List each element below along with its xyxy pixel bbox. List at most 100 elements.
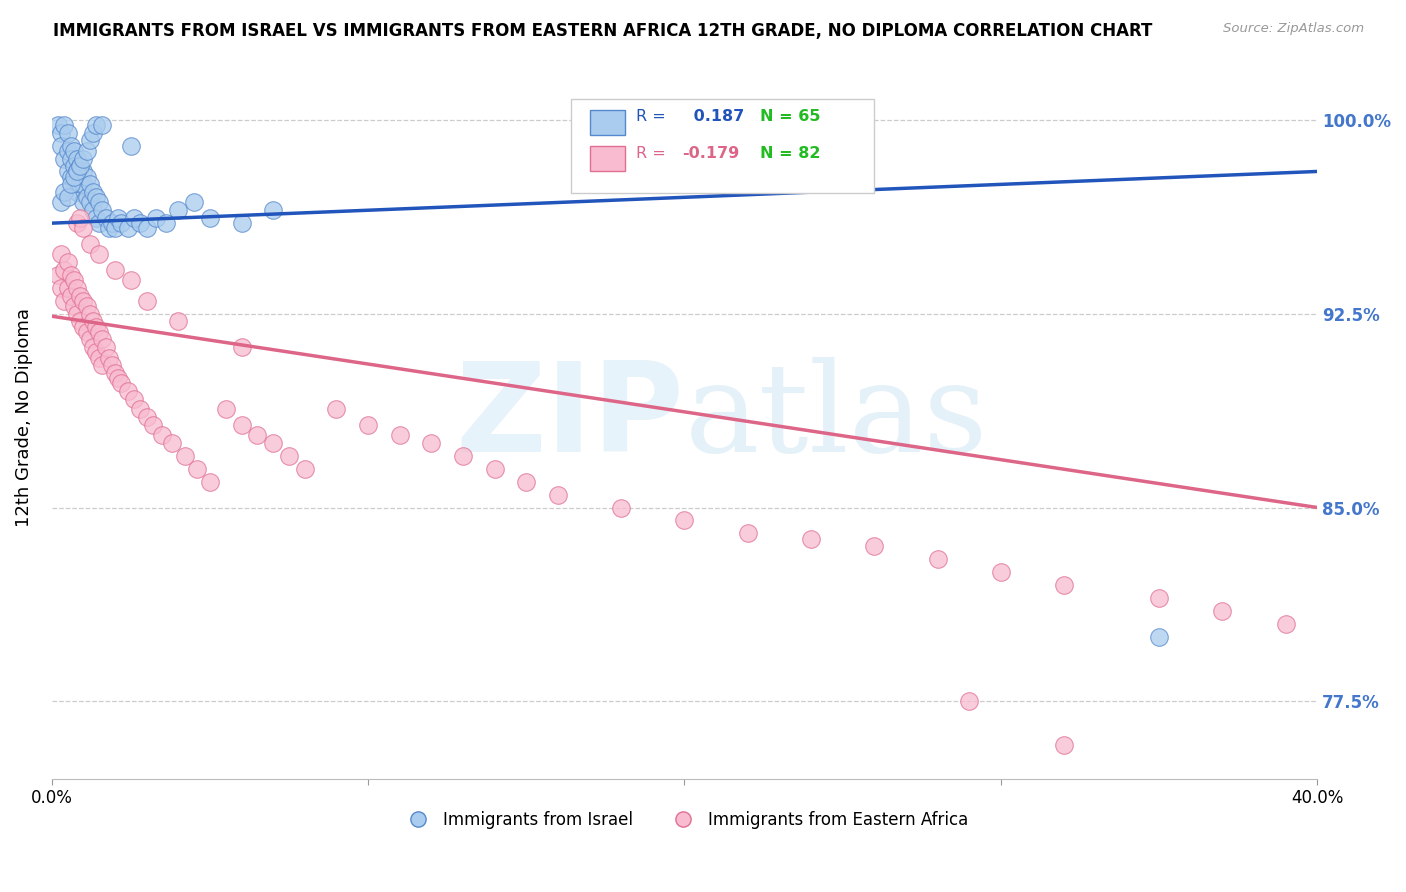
Point bbox=[59, 169, 82, 184]
Point bbox=[135, 293, 157, 308]
Point bbox=[1053, 578, 1076, 592]
Point bbox=[800, 532, 823, 546]
Point bbox=[66, 164, 89, 178]
Point bbox=[97, 221, 120, 235]
Text: N = 65: N = 65 bbox=[761, 110, 821, 124]
Point bbox=[56, 255, 79, 269]
Point bbox=[46, 118, 69, 132]
Point bbox=[129, 402, 152, 417]
Point bbox=[388, 428, 411, 442]
Point bbox=[89, 351, 111, 365]
Point bbox=[72, 293, 94, 308]
Point bbox=[91, 203, 114, 218]
Point bbox=[63, 159, 86, 173]
Point bbox=[420, 436, 443, 450]
Point bbox=[117, 384, 139, 399]
Point bbox=[167, 203, 190, 218]
Point bbox=[101, 216, 124, 230]
Point bbox=[84, 118, 107, 132]
Point bbox=[1147, 630, 1170, 644]
Point bbox=[66, 164, 89, 178]
Point bbox=[69, 159, 91, 173]
Point bbox=[122, 211, 145, 225]
Text: 0.187: 0.187 bbox=[689, 110, 745, 124]
Point bbox=[66, 216, 89, 230]
Point bbox=[129, 216, 152, 230]
Point bbox=[76, 325, 98, 339]
Point bbox=[72, 152, 94, 166]
Point bbox=[91, 359, 114, 373]
Point bbox=[484, 461, 506, 475]
Point bbox=[97, 351, 120, 365]
Point bbox=[231, 340, 253, 354]
Point bbox=[89, 216, 111, 230]
Point bbox=[56, 126, 79, 140]
Point bbox=[173, 449, 195, 463]
Point bbox=[91, 118, 114, 132]
Point bbox=[59, 178, 82, 192]
Point bbox=[515, 475, 537, 489]
Point bbox=[79, 178, 101, 192]
Point bbox=[94, 340, 117, 354]
Point bbox=[79, 236, 101, 251]
Point bbox=[69, 288, 91, 302]
Point bbox=[51, 195, 73, 210]
Point bbox=[294, 461, 316, 475]
Point bbox=[59, 152, 82, 166]
Point bbox=[53, 152, 76, 166]
Text: IMMIGRANTS FROM ISRAEL VS IMMIGRANTS FROM EASTERN AFRICA 12TH GRADE, NO DIPLOMA : IMMIGRANTS FROM ISRAEL VS IMMIGRANTS FRO… bbox=[53, 22, 1153, 40]
Point bbox=[107, 211, 129, 225]
Point bbox=[89, 325, 111, 339]
Point bbox=[104, 221, 127, 235]
Point bbox=[120, 273, 142, 287]
Point bbox=[79, 195, 101, 210]
Text: R =: R = bbox=[637, 145, 671, 161]
Point bbox=[53, 118, 76, 132]
Point bbox=[63, 144, 86, 158]
Point bbox=[72, 221, 94, 235]
Point bbox=[82, 203, 104, 218]
Point bbox=[56, 281, 79, 295]
FancyBboxPatch shape bbox=[571, 99, 875, 193]
Point bbox=[69, 211, 91, 225]
Point bbox=[53, 293, 76, 308]
Point bbox=[107, 371, 129, 385]
Point bbox=[104, 366, 127, 380]
Point bbox=[927, 552, 949, 566]
Point bbox=[82, 185, 104, 199]
Point bbox=[82, 314, 104, 328]
Text: -0.179: -0.179 bbox=[682, 145, 740, 161]
Point bbox=[76, 169, 98, 184]
Point bbox=[863, 539, 886, 553]
Y-axis label: 12th Grade, No Diploma: 12th Grade, No Diploma bbox=[15, 308, 32, 526]
Point bbox=[357, 417, 380, 432]
Point bbox=[51, 138, 73, 153]
Text: R =: R = bbox=[637, 110, 671, 124]
Point bbox=[94, 211, 117, 225]
Point bbox=[198, 211, 221, 225]
Point bbox=[66, 152, 89, 166]
Point bbox=[76, 299, 98, 313]
Point bbox=[63, 299, 86, 313]
Bar bbox=[589, 110, 626, 135]
Point bbox=[59, 268, 82, 282]
Point bbox=[1211, 604, 1233, 618]
Point bbox=[122, 392, 145, 406]
Point bbox=[84, 211, 107, 225]
Point bbox=[186, 461, 208, 475]
Point bbox=[231, 216, 253, 230]
Point bbox=[79, 333, 101, 347]
Point bbox=[72, 164, 94, 178]
Point bbox=[160, 436, 183, 450]
Point bbox=[167, 314, 190, 328]
Point bbox=[1274, 616, 1296, 631]
Point bbox=[1147, 591, 1170, 605]
Point bbox=[101, 359, 124, 373]
Point bbox=[82, 340, 104, 354]
Point bbox=[1053, 739, 1076, 753]
Point bbox=[82, 126, 104, 140]
Point bbox=[110, 376, 132, 391]
Point bbox=[56, 144, 79, 158]
Point bbox=[63, 178, 86, 192]
Point bbox=[610, 500, 633, 515]
